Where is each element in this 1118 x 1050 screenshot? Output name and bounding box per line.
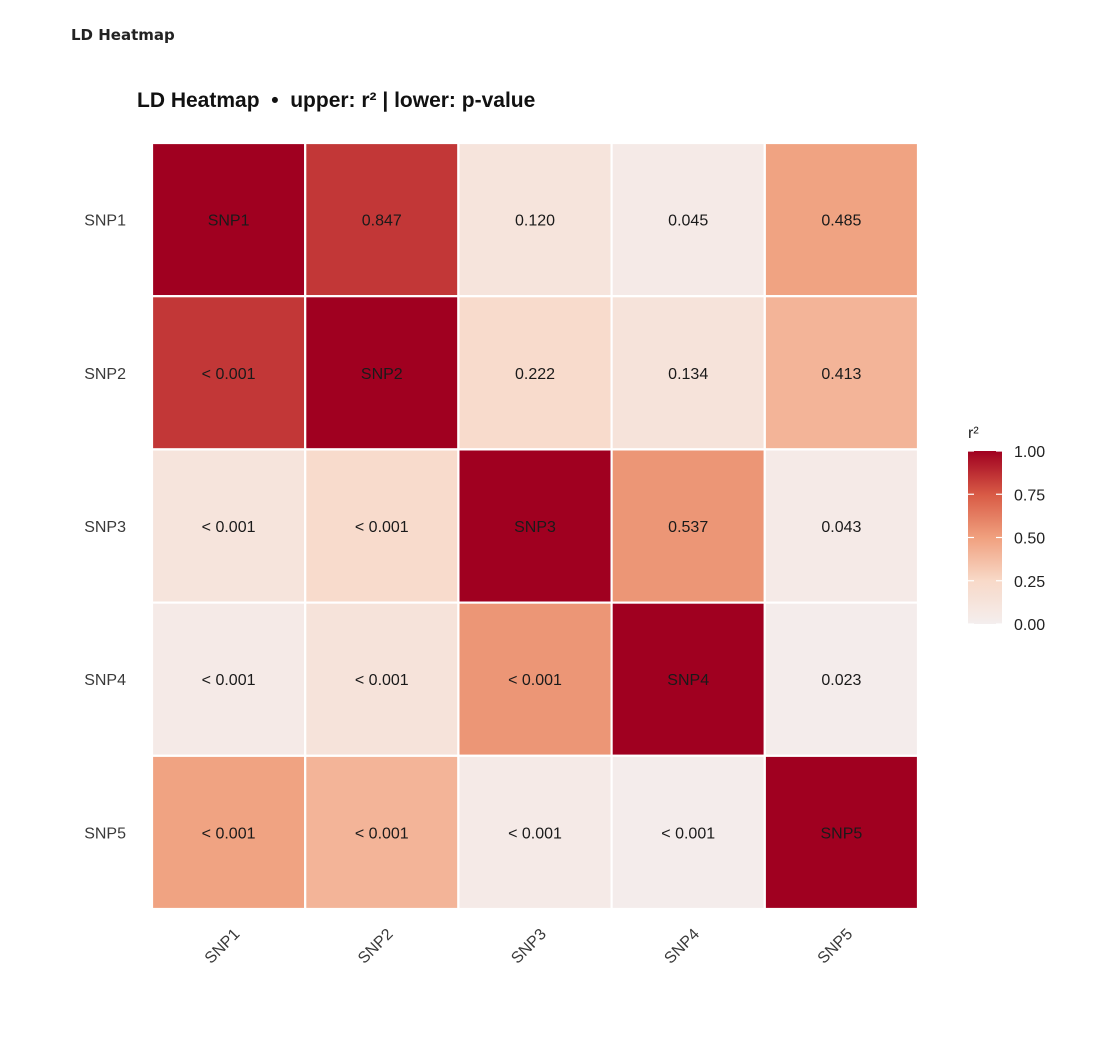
row-tick-label: SNP1	[84, 213, 126, 230]
legend-tick-label: 0.00	[1014, 617, 1045, 634]
row-tick-labels: SNP1 SNP2 SNP3 SNP4 SNP5	[84, 213, 126, 843]
legend-tick-label: 0.25	[1014, 574, 1045, 591]
heatmap-cell-snp3-snp4	[610, 448, 766, 604]
legend-title: r²	[968, 425, 979, 442]
cell-label: 0.847	[362, 213, 402, 230]
heatmap-cell-snp2-snp3	[457, 295, 613, 451]
cell-label: 0.537	[668, 519, 708, 536]
cell-label: SNP5	[821, 825, 863, 842]
row-tick-label: SNP5	[84, 825, 126, 842]
heatmap-cell-snp2-snp4	[610, 295, 766, 451]
heatmap-cell-snp2-snp2	[304, 295, 460, 451]
legend-tick-label: 0.75	[1014, 487, 1045, 504]
cell-label: 0.485	[821, 213, 861, 230]
cell-label: < 0.001	[508, 672, 562, 689]
legend-tick-label: 0.50	[1014, 531, 1045, 548]
heatmap-cell-snp3-snp2	[304, 448, 460, 604]
col-tick-label: SNP1	[202, 926, 244, 968]
col-tick-label: SNP2	[355, 926, 397, 968]
cell-label: < 0.001	[202, 672, 256, 689]
cell-label: < 0.001	[355, 825, 409, 842]
row-tick-label: SNP2	[84, 366, 126, 383]
cell-label: < 0.001	[202, 519, 256, 536]
cell-label: SNP3	[514, 519, 556, 536]
cell-label: 0.222	[515, 366, 555, 383]
window-title: LD Heatmap	[71, 26, 175, 44]
heatmap-cell-snp5-snp4	[610, 754, 766, 911]
heatmap-cell-snp3-snp5	[763, 448, 920, 604]
heatmap-cell-snp4-snp5	[763, 601, 920, 757]
cell-label: SNP2	[361, 366, 403, 383]
cell-label: 0.043	[821, 519, 861, 536]
row-tick-label: SNP3	[84, 519, 126, 536]
cell-label: 0.413	[821, 366, 861, 383]
heatmap-cell-snp3-snp3	[457, 448, 613, 604]
chart-title: LD Heatmap • upper: r² | lower: p-value	[137, 89, 535, 112]
heatmap-cell-snp5-snp5	[763, 754, 920, 911]
cell-label: < 0.001	[355, 672, 409, 689]
cell-label: < 0.001	[202, 366, 256, 383]
cell-label: < 0.001	[202, 825, 256, 842]
heatmap-cell-snp2-snp1	[150, 295, 307, 451]
heatmap-cell-snp4-snp4	[610, 601, 766, 757]
cell-label: < 0.001	[508, 825, 562, 842]
heatmap-cell-snp4-snp3	[457, 601, 613, 757]
row-tick-label: SNP4	[84, 672, 126, 689]
col-tick-label: SNP3	[508, 926, 550, 968]
heatmap-cell-snp5-snp2	[304, 754, 460, 911]
cell-label: 0.134	[668, 366, 708, 383]
heatmap-cell-snp3-snp1	[150, 448, 307, 604]
cell-label: SNP1	[208, 213, 250, 230]
cell-label: 0.120	[515, 213, 555, 230]
cell-label: < 0.001	[355, 519, 409, 536]
heatmap-cell-snp1-snp5	[763, 141, 920, 298]
cell-label: 0.045	[668, 213, 708, 230]
col-tick-label: SNP5	[815, 926, 857, 968]
col-tick-labels: SNP1 SNP2 SNP3 SNP4 SNP5	[202, 926, 856, 968]
cell-label: < 0.001	[661, 825, 715, 842]
cell-label: 0.023	[821, 672, 861, 689]
col-tick-label: SNP4	[661, 926, 703, 968]
legend-tick-label: 1.00	[1014, 444, 1045, 461]
color-legend: r² 1.00 0.75 0.50 0.25 0.00	[968, 425, 1045, 634]
cell-label: SNP4	[667, 672, 709, 689]
heatmap-cells: SNP1 0.847 0.120 0.045 0.485 < 0.001 SNP2 0.222…	[150, 141, 920, 911]
